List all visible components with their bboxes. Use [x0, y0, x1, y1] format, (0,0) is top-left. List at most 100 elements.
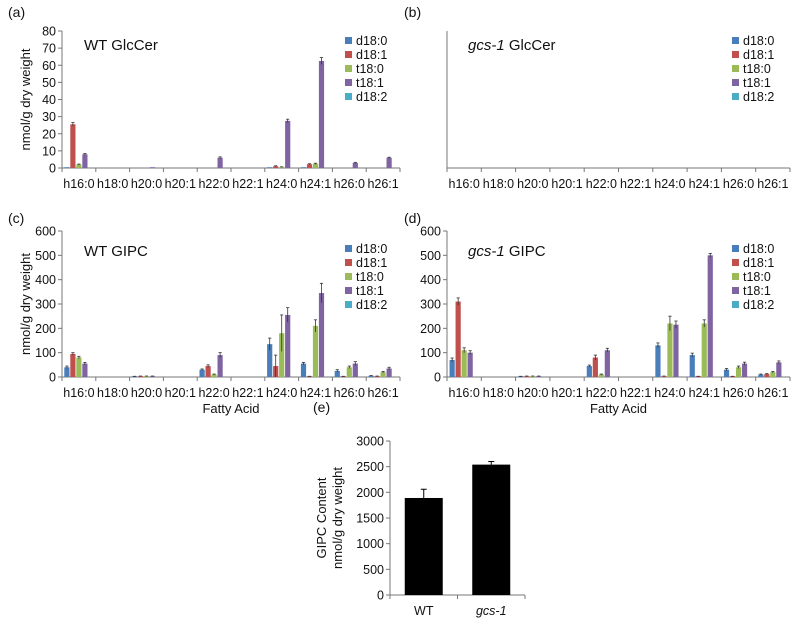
x-category-label: h24:1 — [300, 177, 331, 191]
legend-swatch — [732, 93, 739, 100]
bar-t18-1 — [536, 376, 542, 377]
bar-d18-1 — [70, 353, 76, 377]
bar-t18-1 — [318, 60, 325, 168]
y-tick-label: 200 — [35, 322, 56, 336]
legend-label: t18:1 — [356, 284, 384, 298]
y-tick-label: 600 — [35, 225, 56, 239]
bar-t18-0 — [279, 167, 285, 168]
bar-d18-0 — [300, 363, 307, 377]
legend-label: d18:1 — [356, 256, 387, 270]
legend-swatch — [345, 51, 352, 58]
x-category-label: h22:1 — [232, 177, 263, 191]
bar-d18-1 — [661, 376, 667, 377]
y-tick-label: 70 — [42, 42, 56, 56]
legend-swatch — [732, 79, 739, 86]
bar-t18-1 — [776, 362, 782, 377]
legend-swatch — [345, 65, 352, 72]
legend-label: d18:1 — [743, 256, 774, 270]
x-category-label: h22:1 — [232, 386, 263, 400]
y-tick-label: 60 — [42, 59, 56, 73]
legend-label: d18:2 — [743, 298, 774, 312]
bar-d18-1 — [455, 301, 461, 377]
y-tick-label: 2000 — [356, 486, 384, 500]
panel-label: (e) — [313, 399, 330, 415]
legend-swatch — [732, 287, 739, 294]
y-tick-label: 0 — [49, 371, 56, 385]
bar-d18-0 — [449, 359, 455, 377]
x-category-label: h20:1 — [551, 177, 582, 191]
bar-WT — [404, 497, 443, 595]
x-category-label: h20:0 — [517, 386, 548, 400]
panel-title-text: WT GIPC — [84, 243, 148, 260]
x-category-label: h26:0 — [723, 177, 754, 191]
panel-label: (c) — [8, 210, 24, 226]
legend-label: d18:2 — [356, 90, 387, 104]
x-category-label: h26:0 — [334, 386, 365, 400]
bar-t18-0 — [279, 333, 285, 377]
panel-title-italic: gcs-1 — [468, 37, 505, 54]
bar-d18-1 — [374, 376, 380, 377]
x-category-label: h26:1 — [367, 386, 398, 400]
x-category-label: h18:0 — [97, 386, 128, 400]
bar-d18-1 — [70, 124, 76, 168]
legend-label: t18:1 — [743, 76, 771, 90]
panel-title: WT GlcCer — [84, 37, 158, 54]
bar-t18-1 — [217, 355, 223, 377]
bar-t18-0 — [346, 367, 352, 377]
y-tick-label: 400 — [420, 273, 441, 287]
y-tick-label: 500 — [35, 249, 56, 263]
panel-title-text: GIPC — [505, 243, 546, 260]
legend-label: d18:1 — [356, 48, 387, 62]
x-category-label: h24:1 — [300, 386, 331, 400]
bar-d18-0 — [655, 345, 661, 377]
legend-swatch — [732, 65, 739, 72]
legend-swatch — [732, 301, 739, 308]
x-category-label: h16:0 — [449, 177, 480, 191]
panel-label: (d) — [404, 210, 421, 226]
x-category-label: h24:0 — [654, 177, 685, 191]
legend-swatch — [732, 37, 739, 44]
bar-t18-0 — [76, 164, 82, 168]
x-category-label: gcs-1 — [476, 604, 507, 618]
legend-swatch — [732, 51, 739, 58]
legend-label: d18:0 — [743, 34, 774, 48]
x-category-label: h22:0 — [198, 177, 229, 191]
bar-d18-1 — [524, 376, 530, 377]
panel-title-text: GlcCer — [505, 37, 556, 54]
y-tick-label: 30 — [42, 110, 56, 124]
legend-label: t18:0 — [743, 62, 771, 76]
legend-swatch — [345, 245, 352, 252]
x-axis-title: Fatty Acid — [202, 401, 259, 416]
x-category-label: h18:0 — [483, 386, 514, 400]
bar-d18-0 — [267, 167, 273, 168]
bar-t18-0 — [667, 323, 673, 377]
x-category-label: h20:0 — [131, 177, 162, 191]
x-category-label: h22:0 — [198, 386, 229, 400]
bar-d18-0 — [199, 369, 205, 377]
legend-swatch — [345, 93, 352, 100]
panel-title-italic: gcs-1 — [468, 243, 505, 260]
y-tick-label: 3000 — [356, 435, 384, 449]
y-tick-label: 2500 — [356, 460, 384, 474]
bar-t18-0 — [770, 372, 776, 377]
legend-label: t18:0 — [356, 270, 384, 284]
bar-t18-1 — [82, 154, 88, 168]
panel-title: WT GIPC — [84, 243, 148, 260]
panel-label: (b) — [404, 4, 421, 20]
x-category-label: h26:1 — [757, 177, 788, 191]
bar-t18-1 — [707, 255, 713, 377]
bar-t18-0 — [380, 372, 386, 377]
bar-t18-1 — [82, 363, 88, 377]
legend-label: d18:0 — [356, 242, 387, 256]
x-category-label: h22:1 — [620, 177, 651, 191]
bar-t18-1 — [352, 363, 358, 377]
legend-label: t18:0 — [743, 270, 771, 284]
bar-t18-1 — [285, 314, 291, 377]
x-category-label: h16:0 — [63, 177, 94, 191]
legend-label: d18:0 — [743, 242, 774, 256]
bar-t18-1 — [673, 324, 679, 377]
bar-t18-1 — [386, 157, 392, 168]
y-tick-label: 100 — [35, 346, 56, 360]
panel-title: gcs-1 GlcCer — [468, 37, 556, 54]
